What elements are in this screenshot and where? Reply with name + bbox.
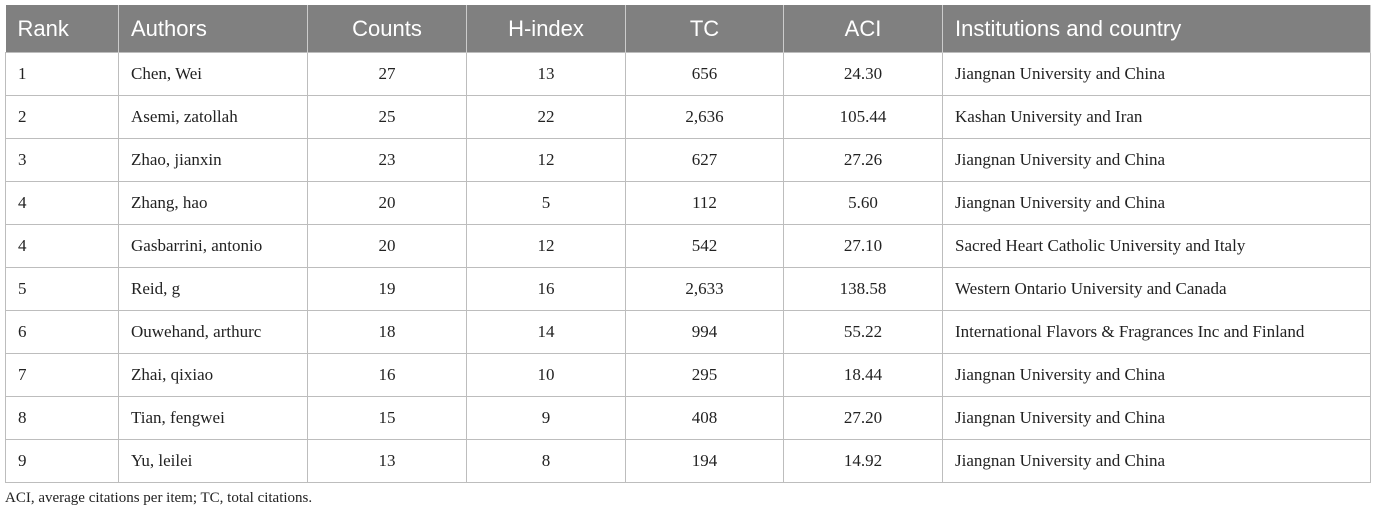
table-cell: Zhang, hao (118, 181, 308, 225)
table-cell: 13 (466, 52, 626, 96)
table-cell: 14.92 (783, 439, 943, 483)
table-row: 1 Chen, Wei 27 13 656 24.30 Jiangnan Universit… (5, 52, 1371, 96)
table-header: Rank Authors Counts H-index TC ACI Institution… (5, 5, 1371, 53)
table-cell: 656 (625, 52, 784, 96)
table-cell: 9 (5, 439, 119, 483)
table-row: 4 Zhang, hao 20 5 112 5.60 Jiangnan University… (5, 181, 1371, 225)
table-cell: 19 (307, 267, 467, 311)
table-cell: Yu, leilei (118, 439, 308, 483)
table-cell: 408 (625, 396, 784, 440)
table-cell: 6 (5, 310, 119, 354)
table-cell: 10 (466, 353, 626, 397)
table-cell: 542 (625, 224, 784, 268)
table-cell: 15 (307, 396, 467, 440)
table-cell: 55.22 (783, 310, 943, 354)
header-cell: ACI (783, 5, 943, 53)
header-cell: TC (625, 5, 784, 53)
table-cell: International Flavors & Fragrances Inc a… (942, 310, 1371, 354)
table-cell: 5 (5, 267, 119, 311)
table-body: 1 Chen, Wei 27 13 656 24.30 Jiangnan Universit… (5, 52, 1371, 483)
table-cell: 4 (5, 224, 119, 268)
table-cell: Chen, Wei (118, 52, 308, 96)
table-cell: Tian, fengwei (118, 396, 308, 440)
table-cell: 24.30 (783, 52, 943, 96)
table-cell: 8 (466, 439, 626, 483)
table-cell: 12 (466, 138, 626, 182)
table-cell: Jiangnan University and China (942, 396, 1371, 440)
table-cell: Jiangnan University and China (942, 52, 1371, 96)
table-cell: 138.58 (783, 267, 943, 311)
table-cell: 14 (466, 310, 626, 354)
table-cell: 194 (625, 439, 784, 483)
table-cell: 7 (5, 353, 119, 397)
table-cell: 2,636 (625, 95, 784, 139)
table-cell: Ouwehand, arthurc (118, 310, 308, 354)
table-cell: 4 (5, 181, 119, 225)
table-cell: Gasbarrini, antonio (118, 224, 308, 268)
table-cell: 627 (625, 138, 784, 182)
author-table: Rank Authors Counts H-index TC ACI Institution… (5, 5, 1371, 483)
header-cell: H-index (466, 5, 626, 53)
table-cell: 3 (5, 138, 119, 182)
table-row: 2 Asemi, zatollah 25 22 2,636 105.44 Kashan Un… (5, 95, 1371, 139)
table-cell: 20 (307, 181, 467, 225)
table-row: 3 Zhao, jianxin 23 12 627 27.26 Jiangnan Unive… (5, 138, 1371, 182)
table-cell: 16 (307, 353, 467, 397)
table-row: 9 Yu, leilei 13 8 194 14.92 Jiangnan Universit… (5, 439, 1371, 483)
table-cell: 18.44 (783, 353, 943, 397)
table-cell: 9 (466, 396, 626, 440)
header-cell: Institutions and country (942, 5, 1371, 53)
table-cell: 20 (307, 224, 467, 268)
table-cell: Western Ontario University and Canada (942, 267, 1371, 311)
table-row: 5 Reid, g 19 16 2,633 138.58 Western Ontario U… (5, 267, 1371, 311)
table-cell: Jiangnan University and China (942, 439, 1371, 483)
table-cell: 994 (625, 310, 784, 354)
header-cell: Authors (118, 5, 308, 53)
table-cell: 5.60 (783, 181, 943, 225)
table-cell: 13 (307, 439, 467, 483)
table-cell: 23 (307, 138, 467, 182)
footnote: ACI, average citations per item; TC, tot… (5, 490, 313, 506)
table-cell: 12 (466, 224, 626, 268)
table-cell: 105.44 (783, 95, 943, 139)
table-cell: Zhao, jianxin (118, 138, 308, 182)
table-cell: 2,633 (625, 267, 784, 311)
table-cell: 27.26 (783, 138, 943, 182)
table-cell: Reid, g (118, 267, 308, 311)
table-cell: 25 (307, 95, 467, 139)
table-cell: 22 (466, 95, 626, 139)
table-row: 8 Tian, fengwei 15 9 408 27.20 Jiangnan Univer… (5, 396, 1371, 440)
table-cell: 5 (466, 181, 626, 225)
table-cell: Jiangnan University and China (942, 353, 1371, 397)
table-cell: Sacred Heart Catholic University and Ita… (942, 224, 1371, 268)
table-cell: Zhai, qixiao (118, 353, 308, 397)
table-cell: 1 (5, 52, 119, 96)
header-cell: Rank (5, 5, 119, 53)
table-cell: Jiangnan University and China (942, 181, 1371, 225)
table-cell: 18 (307, 310, 467, 354)
header-cell: Counts (307, 5, 467, 53)
table-row: 6 Ouwehand, arthurc 18 14 994 55.22 Internatio… (5, 310, 1371, 354)
table-cell: 16 (466, 267, 626, 311)
table-cell: 2 (5, 95, 119, 139)
table-cell: 295 (625, 353, 784, 397)
table-row: 4 Gasbarrini, antonio 20 12 542 27.10 Sacred H… (5, 224, 1371, 268)
table-row: 7 Zhai, qixiao 16 10 295 18.44 Jiangnan Univer… (5, 353, 1371, 397)
table-cell: 8 (5, 396, 119, 440)
table-cell: 27 (307, 52, 467, 96)
table-cell: 112 (625, 181, 784, 225)
table-cell: Kashan University and Iran (942, 95, 1371, 139)
table-cell: Asemi, zatollah (118, 95, 308, 139)
table-cell: 27.20 (783, 396, 943, 440)
table-cell: Jiangnan University and China (942, 138, 1371, 182)
table-cell: 27.10 (783, 224, 943, 268)
header-row: Rank Authors Counts H-index TC ACI Institution… (5, 5, 1371, 53)
